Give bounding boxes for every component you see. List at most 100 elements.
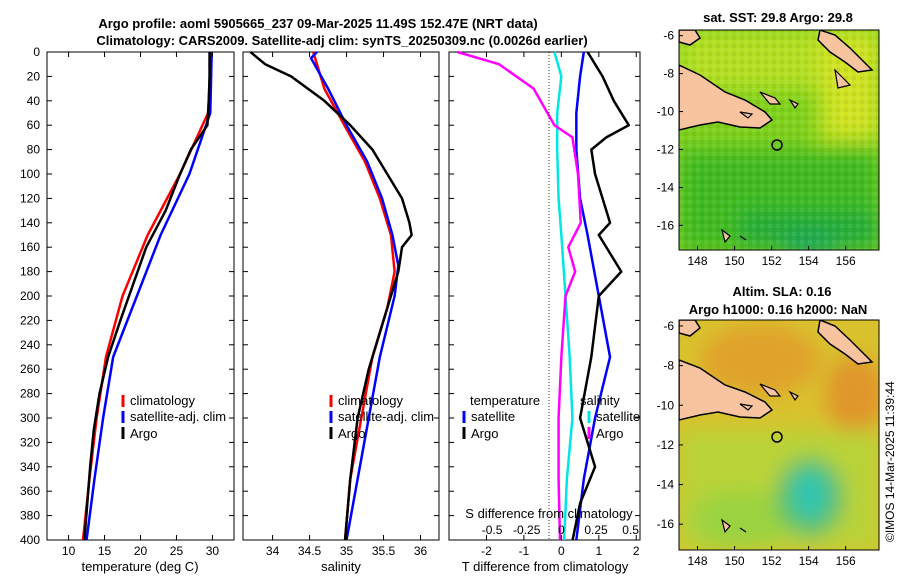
salinity-axes	[242, 51, 440, 541]
land-mass	[817, 320, 874, 365]
argo-location-marker	[771, 139, 783, 151]
depth-tick-label: 400	[20, 533, 40, 547]
depth-tick-label: 200	[20, 289, 40, 303]
sst-map-title: sat. SST: 29.8 Argo: 29.8	[703, 10, 853, 25]
series-line-argo	[249, 51, 413, 541]
x-tick-label: 2	[633, 544, 640, 558]
salinity-legend: climatology satellite-adj. clim Argo	[329, 393, 434, 441]
depth-tick-label: 220	[20, 313, 40, 327]
depth-tick-label: 100	[20, 167, 40, 181]
legend-label-s-satellite: satellite	[596, 409, 640, 424]
legend-label-satellite: satellite-adj. clim	[338, 409, 434, 424]
series-line-satellite-adj-clim	[309, 51, 400, 541]
legend-header-salinity: salinity	[580, 393, 620, 408]
lon-tick-label: 156	[836, 554, 856, 568]
lon-tick-label: 152	[762, 254, 782, 268]
imos-credit: ©IMOS 14-Mar-2025 11:39:44	[883, 381, 897, 542]
sla-map	[679, 320, 879, 550]
temperature-legend: climatology satellite-adj. clim Argo	[121, 393, 226, 441]
lat-tick-label: -16	[657, 218, 675, 232]
sst-map	[679, 30, 879, 250]
legend-header-temperature: temperature	[470, 393, 540, 408]
lon-tick-label: 150	[725, 254, 745, 268]
x-tick-label: 36	[414, 544, 428, 558]
lat-tick-label: -8	[663, 67, 674, 81]
depth-tick-label: 300	[20, 411, 40, 425]
x2-tick-label: 0.5	[622, 523, 639, 537]
depth-tick-label: 260	[20, 362, 40, 376]
lon-tick-label: 148	[688, 554, 708, 568]
depth-tick-label: 40	[27, 94, 41, 108]
lon-tick-label: 154	[799, 554, 819, 568]
salinity-x-axis: 34 34.5 35 35.5 36	[266, 52, 428, 558]
depth-axis: 0 20 40 60 80 100 120 140 160 180 200 220 240 260 280 3…	[20, 45, 640, 547]
salinity-xlabel: salinity	[321, 559, 361, 574]
series-line-s-satellite	[553, 51, 574, 541]
series-line-t-satellite	[575, 51, 612, 541]
lon-tick-label: 148	[688, 254, 708, 268]
lat-tick-label: -6	[663, 29, 674, 43]
lon-tick-label: 154	[799, 254, 819, 268]
legend-label-argo: Argo	[130, 426, 157, 441]
series-line-s-argo	[457, 50, 583, 541]
lat-tick-label: -6	[663, 319, 674, 333]
lat-tick-label: -10	[657, 105, 675, 119]
difference-legend: temperature satellite Argo salinity sate…	[462, 393, 640, 441]
land-mass	[679, 320, 701, 337]
depth-tick-label: 320	[20, 435, 40, 449]
legend-label-t-argo: Argo	[471, 426, 498, 441]
sla-map-axes: 148 150 152 154 156 -6 -8 -10 -12 -14 -16	[657, 319, 856, 568]
legend-label-s-argo: Argo	[596, 426, 623, 441]
lat-tick-label: -14	[657, 478, 675, 492]
x-tick-label: 15	[98, 544, 112, 558]
x2-tick-label: 0.25	[584, 523, 608, 537]
x-tick-label: 25	[170, 544, 184, 558]
depth-tick-label: 0	[33, 45, 40, 59]
land-mass	[817, 30, 874, 73]
lat-tick-label: -12	[657, 142, 675, 156]
coastline	[721, 68, 852, 244]
island	[739, 91, 799, 119]
argo-location-marker	[771, 431, 783, 443]
series-line-climatology	[81, 51, 213, 541]
lat-tick-label: -14	[657, 180, 675, 194]
x-tick-label: -2	[481, 544, 492, 558]
lon-tick-label: 156	[836, 254, 856, 268]
x-tick-label: 1	[595, 544, 602, 558]
depth-tick-label: 20	[27, 69, 41, 83]
series-line-t-argo	[571, 51, 631, 541]
legend-label-climatology: climatology	[130, 393, 196, 408]
lat-tick-label: -10	[657, 398, 675, 412]
x2-tick-label: -0.25	[513, 523, 541, 537]
sla-map-title-line2: Argo h1000: 0.16 h2000: NaN	[689, 302, 867, 317]
difference-xlabel: T difference from climatology	[462, 559, 629, 574]
series-line-climatology	[312, 51, 396, 541]
lat-tick-label: -16	[657, 517, 675, 531]
lon-tick-label: 150	[725, 554, 745, 568]
x-tick-label: 20	[134, 544, 148, 558]
series-line-argo	[83, 52, 211, 541]
series-line-satellite-adj-clim	[85, 51, 213, 541]
temperature-lines	[81, 51, 213, 541]
x-tick-label: 35.5	[372, 544, 396, 558]
x-tick-label: 10	[62, 544, 76, 558]
depth-tick-label: 80	[27, 143, 41, 157]
x-tick-label: 0	[558, 544, 565, 558]
x-tick-label: 30	[206, 544, 220, 558]
lat-tick-label: -12	[657, 438, 675, 452]
figure-title-line1: Argo profile: aoml 5905665_237 09-Mar-20…	[98, 16, 537, 31]
sst-map-axes: 148 150 152 154 156 -6 -8 -10 -12 -14 -16	[657, 29, 856, 268]
depth-tick-label: 140	[20, 216, 40, 230]
land-mass	[679, 30, 702, 46]
legend-label-argo: Argo	[338, 426, 365, 441]
depth-tick-label: 60	[27, 118, 41, 132]
sla-map-title-line1: Altim. SLA: 0.16	[733, 284, 832, 299]
depth-tick-label: 380	[20, 509, 40, 523]
island	[739, 383, 799, 411]
depth-tick-label: 120	[20, 191, 40, 205]
figure-title-line2: Climatology: CARS2009. Satellite-adj cli…	[96, 33, 587, 48]
x2-tick-label: 0	[558, 523, 565, 537]
x-tick-label: 35	[340, 544, 354, 558]
legend-label-t-satellite: satellite	[471, 409, 515, 424]
